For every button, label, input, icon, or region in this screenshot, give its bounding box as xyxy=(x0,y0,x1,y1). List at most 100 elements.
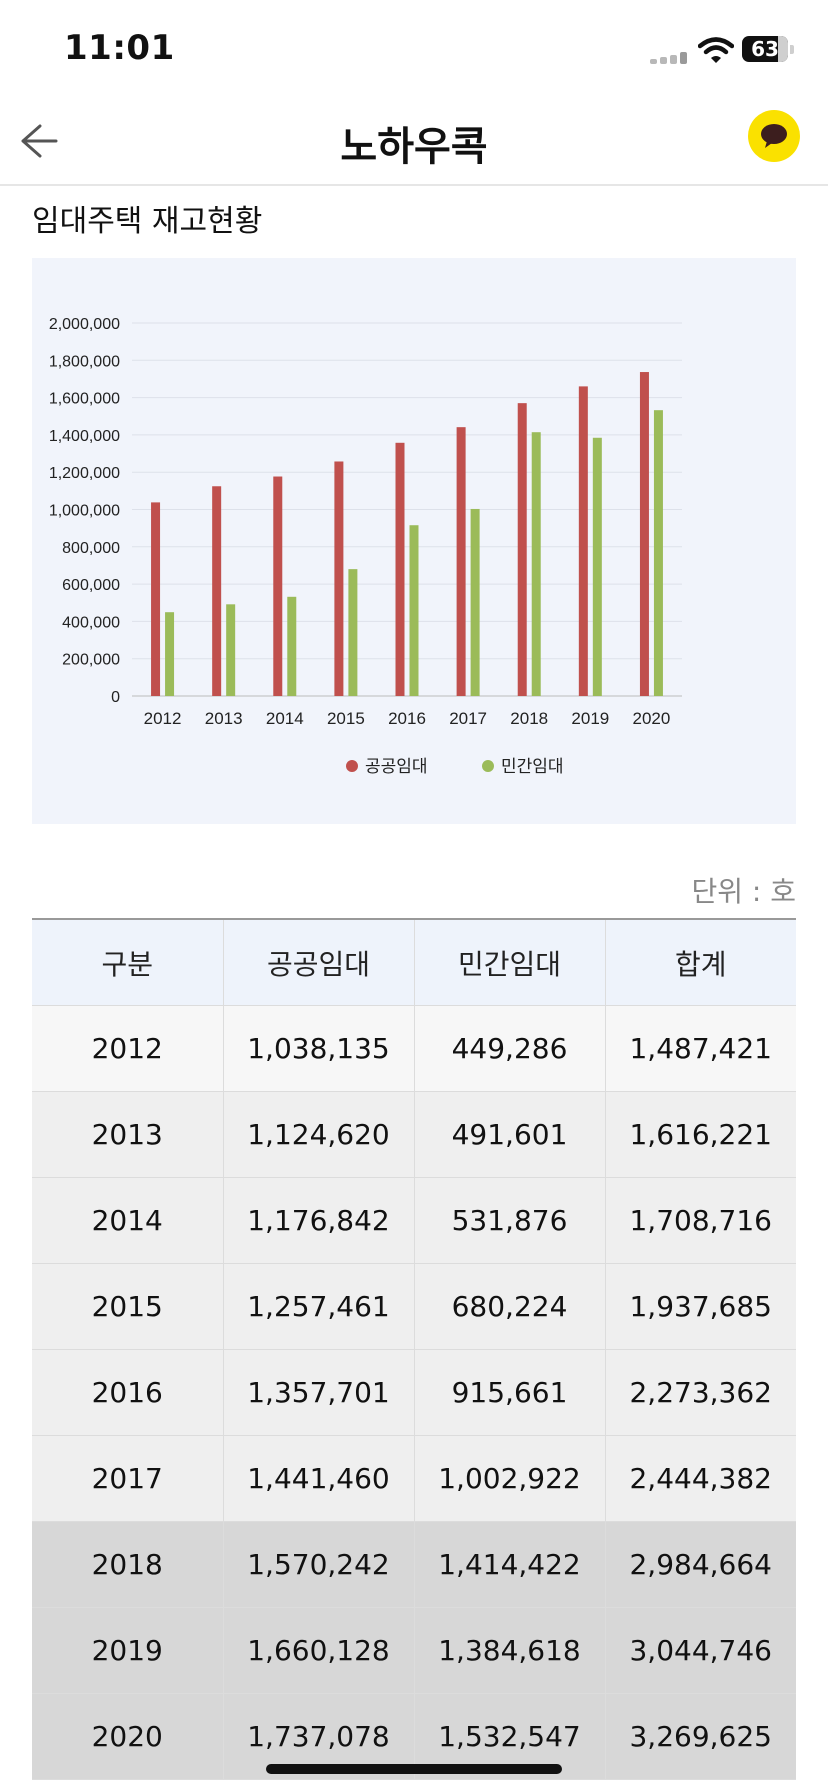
x-tick-label: 2014 xyxy=(266,709,304,728)
total-cell: 3,044,746 xyxy=(605,1607,796,1694)
page-title: 노하우콕 xyxy=(340,124,488,170)
column-header-private: 민간임대 xyxy=(414,919,606,1006)
table-header-row: 구분 공공임대 민간임대 합계 xyxy=(32,919,796,1006)
total-cell: 1,708,716 xyxy=(605,1177,796,1264)
total-cell: 2,273,362 xyxy=(605,1349,796,1436)
column-header-public: 공공임대 xyxy=(223,919,415,1006)
y-tick-label: 1,400,000 xyxy=(49,428,120,445)
private-cell: 680,224 xyxy=(414,1263,606,1350)
x-tick-label: 2015 xyxy=(327,709,365,728)
total-cell: 1,937,685 xyxy=(605,1263,796,1350)
year-cell: 2014 xyxy=(32,1177,224,1264)
x-tick-label: 2013 xyxy=(205,709,243,728)
legend-label-public: 공공임대 xyxy=(365,757,428,777)
bar-public-rental xyxy=(639,372,649,696)
kakao-chat-icon[interactable] xyxy=(748,110,800,162)
private-cell: 531,876 xyxy=(414,1177,606,1264)
table-row: 2015 1,257,461 680,224 1,937,685 xyxy=(32,1263,796,1350)
bar-public-rental xyxy=(334,461,344,696)
year-cell: 2012 xyxy=(32,1005,224,1092)
bar-public-rental xyxy=(273,476,283,696)
public-cell: 1,357,701 xyxy=(223,1349,415,1436)
public-cell: 1,660,128 xyxy=(223,1607,415,1694)
y-tick-label: 800,000 xyxy=(62,540,120,557)
y-tick-label: 1,600,000 xyxy=(49,391,120,408)
bar-private-rental xyxy=(653,410,663,696)
public-cell: 1,176,842 xyxy=(223,1177,415,1264)
x-tick-label: 2018 xyxy=(510,709,548,728)
public-cell: 1,124,620 xyxy=(223,1091,415,1178)
public-cell: 1,038,135 xyxy=(223,1005,415,1092)
y-tick-label: 400,000 xyxy=(62,614,120,631)
public-cell: 1,441,460 xyxy=(223,1435,415,1522)
x-tick-label: 2012 xyxy=(144,709,182,728)
section-title: 임대주택 재고현황 xyxy=(32,204,263,239)
back-arrow-icon[interactable] xyxy=(18,120,60,162)
unit-label: 단위 : 호 xyxy=(691,875,796,908)
x-tick-label: 2017 xyxy=(449,709,487,728)
table-row: 2018 1,570,242 1,414,422 2,984,664 xyxy=(32,1521,796,1608)
home-indicator xyxy=(266,1764,562,1774)
chart-panel: 0 200,000 400,000 600,000 800,000 1,000,000 1,… xyxy=(32,258,796,824)
public-cell: 1,570,242 xyxy=(223,1521,415,1608)
y-tick-label: 600,000 xyxy=(62,577,120,594)
bar-private-rental xyxy=(165,612,175,696)
x-tick-label: 2016 xyxy=(388,709,426,728)
year-cell: 2020 xyxy=(32,1693,224,1780)
year-cell: 2018 xyxy=(32,1521,224,1608)
bar-public-rental xyxy=(151,502,161,696)
x-tick-label: 2020 xyxy=(633,709,671,728)
bar-private-rental xyxy=(348,569,358,696)
private-cell: 1,384,618 xyxy=(414,1607,606,1694)
status-bar: 11:01 63 xyxy=(0,0,828,100)
bar-public-rental xyxy=(395,442,405,696)
legend-label-private: 민간임대 xyxy=(501,757,564,777)
total-cell: 1,487,421 xyxy=(605,1005,796,1092)
bar-private-rental xyxy=(409,525,419,696)
bar-public-rental xyxy=(517,403,527,696)
bar-private-rental xyxy=(592,437,602,696)
y-tick-label: 1,800,000 xyxy=(49,353,120,370)
bar-private-rental xyxy=(287,596,297,696)
column-header-category: 구분 xyxy=(32,919,224,1006)
legend-marker-private xyxy=(482,760,494,772)
private-cell: 449,286 xyxy=(414,1005,606,1092)
x-tick-label: 2019 xyxy=(571,709,609,728)
year-cell: 2013 xyxy=(32,1091,224,1178)
table-row: 2012 1,038,135 449,286 1,487,421 xyxy=(32,1005,796,1092)
total-cell: 1,616,221 xyxy=(605,1091,796,1178)
year-cell: 2015 xyxy=(32,1263,224,1350)
y-tick-label: 0 xyxy=(111,689,120,706)
data-table: 구분 공공임대 민간임대 합계 2012 1,038,135 449,286 1,48… xyxy=(32,918,796,1780)
y-tick-label: 200,000 xyxy=(62,652,120,669)
private-cell: 1,002,922 xyxy=(414,1435,606,1522)
y-tick-label: 2,000,000 xyxy=(49,316,120,333)
table-row: 2017 1,441,460 1,002,922 2,444,382 xyxy=(32,1435,796,1522)
bar-private-rental xyxy=(531,432,541,696)
table-row: 2014 1,176,842 531,876 1,708,716 xyxy=(32,1177,796,1264)
header: 노하우콕 xyxy=(0,100,828,186)
wifi-icon xyxy=(698,37,734,63)
private-cell: 1,414,422 xyxy=(414,1521,606,1608)
y-tick-label: 1,200,000 xyxy=(49,465,120,482)
column-header-total: 합계 xyxy=(605,919,796,1006)
battery-icon: 63 xyxy=(742,36,796,64)
total-cell: 2,984,664 xyxy=(605,1521,796,1608)
private-cell: 491,601 xyxy=(414,1091,606,1178)
total-cell: 2,444,382 xyxy=(605,1435,796,1522)
bar-public-rental xyxy=(456,427,466,696)
bar-chart: 0 200,000 400,000 600,000 800,000 1,000,000 1,… xyxy=(49,316,682,777)
status-time: 11:01 xyxy=(64,28,175,68)
private-cell: 915,661 xyxy=(414,1349,606,1436)
cellular-signal-icon xyxy=(650,52,690,64)
table-row: 2016 1,357,701 915,661 2,273,362 xyxy=(32,1349,796,1436)
bar-private-rental xyxy=(470,508,480,696)
y-tick-label: 1,000,000 xyxy=(49,503,120,520)
bar-public-rental xyxy=(212,486,222,696)
speech-bubble-icon xyxy=(761,124,787,148)
bar-private-rental xyxy=(226,604,236,696)
year-cell: 2019 xyxy=(32,1607,224,1694)
battery-level: 63 xyxy=(751,37,779,61)
year-cell: 2017 xyxy=(32,1435,224,1522)
table-row: 2019 1,660,128 1,384,618 3,044,746 xyxy=(32,1607,796,1694)
